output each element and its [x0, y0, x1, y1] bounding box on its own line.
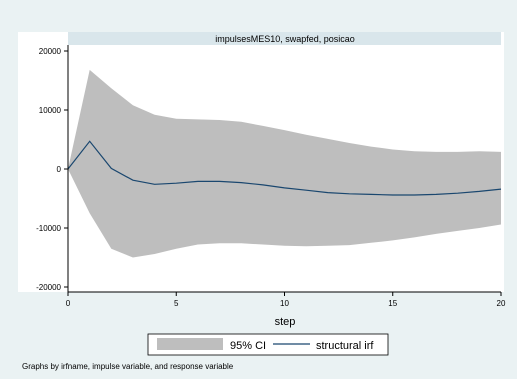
y-tick-label: 0 — [57, 165, 62, 174]
chart-note: Graphs by irfname, impulse variable, and… — [22, 362, 234, 371]
x-tick-label: 0 — [66, 299, 71, 308]
y-tick-label: 20000 — [39, 47, 62, 56]
legend-swatch-ci — [157, 338, 223, 350]
y-tick-label: -20000 — [36, 283, 61, 292]
x-tick-label: 20 — [497, 299, 506, 308]
panel-title-strip — [68, 32, 501, 45]
x-ticks: 0 5 10 15 20 — [66, 292, 506, 308]
y-tick-label: 10000 — [39, 106, 62, 115]
legend: 95% CI structural irf — [147, 333, 389, 356]
panel-title: impulsesMES10, swapfed, posicao — [215, 34, 355, 44]
irf-line — [67, 140, 502, 196]
y-tick-label: -10000 — [36, 224, 61, 233]
x-tick-label: 5 — [174, 299, 179, 308]
legend-label-ci: 95% CI — [230, 340, 266, 352]
x-axis-label: step — [275, 316, 296, 328]
x-tick-label: 10 — [280, 299, 289, 308]
x-tick-label: 15 — [388, 299, 397, 308]
legend-label-irf: structural irf — [316, 340, 374, 352]
ci-band — [68, 69, 501, 258]
plot-area — [67, 69, 502, 258]
y-ticks: -20000 -10000 0 10000 20000 — [36, 47, 68, 292]
